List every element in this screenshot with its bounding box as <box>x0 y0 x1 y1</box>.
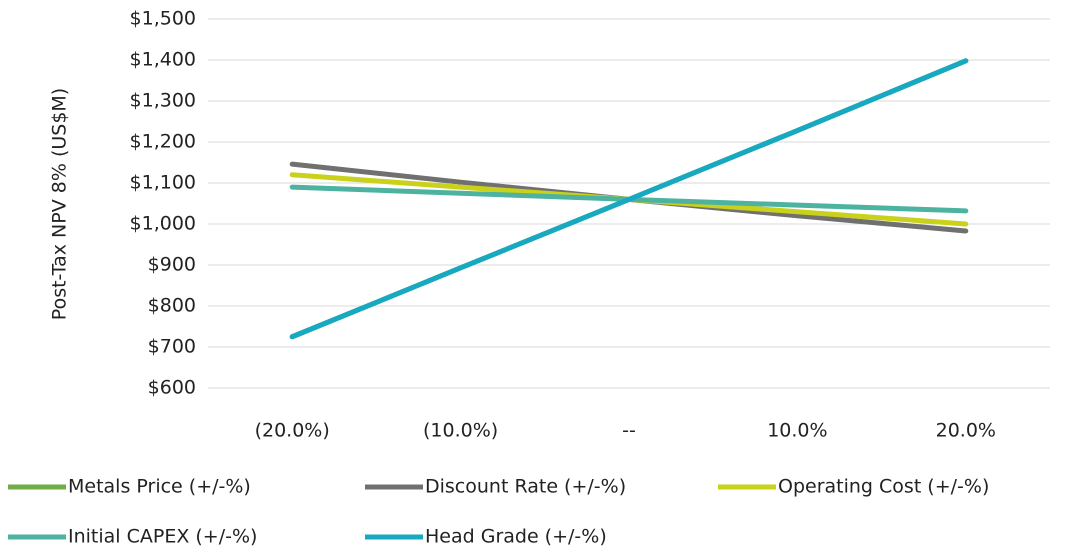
legend-label: Head Grade (+/-%) <box>425 526 607 548</box>
y-tick-label: $1,100 <box>130 172 196 194</box>
y-tick-label: $900 <box>148 254 196 276</box>
y-tick-label: $1,200 <box>130 131 196 153</box>
x-tick-label: 20.0% <box>936 420 996 442</box>
x-tick-label: (10.0%) <box>423 420 498 442</box>
legend-label: Operating Cost (+/-%) <box>778 476 989 498</box>
legend-label: Discount Rate (+/-%) <box>425 476 626 498</box>
x-tick-label: -- <box>622 420 636 442</box>
x-tick-label: (20.0%) <box>255 420 330 442</box>
series-line <box>289 58 969 340</box>
y-tick-label: $1,500 <box>130 8 196 30</box>
legend-label: Initial CAPEX (+/-%) <box>68 526 257 548</box>
x-tick-label: 10.0% <box>767 420 827 442</box>
y-axis-label: Post-Tax NPV 8% (US$M) <box>49 88 71 320</box>
y-tick-label: $1,000 <box>130 213 196 235</box>
y-tick-label: $600 <box>148 377 196 399</box>
y-tick-label: $1,400 <box>130 49 196 71</box>
y-tick-label: $800 <box>148 295 196 317</box>
y-tick-label: $1,300 <box>130 90 196 112</box>
legend-label: Metals Price (+/-%) <box>68 476 251 498</box>
y-tick-label: $700 <box>148 336 196 358</box>
